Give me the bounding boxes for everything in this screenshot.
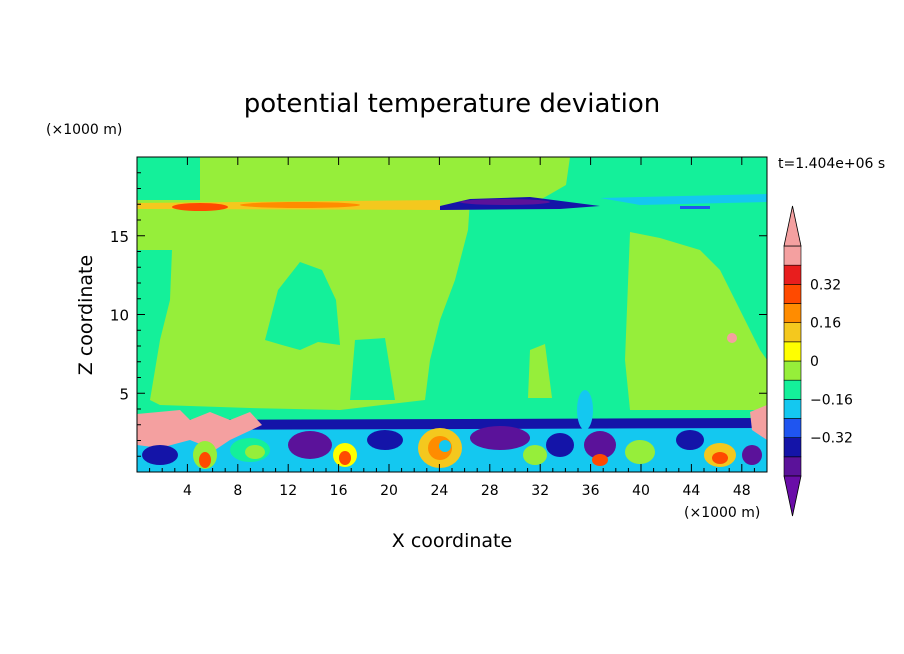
x-tick-label: 16 — [330, 483, 348, 499]
colorbar-segment — [783, 322, 802, 343]
field-small-plume — [528, 344, 552, 398]
field-thin-blue — [680, 206, 710, 209]
field-pink-right — [750, 405, 767, 440]
colorbar-label: −0.16 — [810, 392, 853, 408]
field-boundary-top — [137, 418, 767, 430]
x-tick-label: 48 — [733, 483, 751, 499]
colorbar-segment — [783, 456, 802, 477]
y-axis-ticks: 5 10 15 — [110, 172, 767, 457]
x-unit-label: (×1000 m) — [684, 505, 760, 521]
colorbar-segment — [783, 303, 802, 323]
colorbar-segment — [783, 360, 802, 381]
field-cyan-band — [600, 194, 767, 205]
colorbar-label: 0.32 — [810, 277, 841, 293]
field-eddies — [142, 390, 762, 469]
y-tick-label: 15 — [110, 228, 129, 246]
y-axis-label: Z coordinate — [75, 255, 97, 375]
colorbar-under-triangle — [783, 475, 802, 517]
field-cold-core — [460, 199, 550, 205]
colorbar-segment — [783, 379, 802, 400]
time-label: t=1.404e+06 s — [778, 156, 885, 172]
colorbar-segment — [783, 437, 802, 458]
x-tick-label: 40 — [632, 483, 650, 499]
colorbar-segment — [783, 264, 802, 285]
x-tick-label: 20 — [380, 483, 398, 499]
field-pink-dot — [727, 333, 737, 343]
colorbar-segment — [783, 284, 802, 304]
field-right-plume — [625, 232, 767, 410]
chart-title: potential temperature deviation — [244, 89, 660, 119]
colorbar-segment — [783, 399, 802, 419]
x-tick-label: 32 — [531, 483, 549, 499]
y-tick-label: 5 — [119, 385, 129, 403]
colorbar-label: −0.32 — [810, 431, 853, 447]
x-tick-label: 36 — [582, 483, 600, 499]
field-upper-plume — [200, 157, 570, 200]
x-tick-label: 24 — [430, 483, 448, 499]
x-tick-label: 44 — [682, 483, 700, 499]
colorbar-over-triangle — [783, 205, 802, 247]
x-tick-label: 4 — [183, 483, 192, 499]
y-unit-label: (×1000 m) — [46, 122, 122, 138]
colorbar-segment — [783, 245, 802, 266]
field-cold-column — [265, 262, 340, 350]
field-warm-core — [172, 203, 228, 211]
colorbar-segment — [783, 418, 802, 438]
field-warm-core-2 — [240, 202, 360, 208]
x-tick-label: 28 — [481, 483, 499, 499]
colorbar-label: 0 — [810, 354, 819, 370]
field-cold-column-lower — [350, 338, 395, 400]
colorbar-label: 0.16 — [810, 316, 841, 332]
x-axis-ticks: 4 8 12 16 20 24 28 32 36 40 44 48 — [149, 157, 755, 499]
plot-area — [137, 157, 767, 472]
x-axis-label: X coordinate — [392, 530, 512, 552]
x-tick-label: 8 — [233, 483, 242, 499]
field-pink-left — [137, 410, 262, 450]
y-tick-label: 10 — [110, 307, 129, 325]
colorbar: 0.32 0.16 0 −0.16 −0.32 — [783, 205, 853, 517]
colorbar-segment — [783, 341, 802, 362]
x-tick-label: 12 — [279, 483, 297, 499]
